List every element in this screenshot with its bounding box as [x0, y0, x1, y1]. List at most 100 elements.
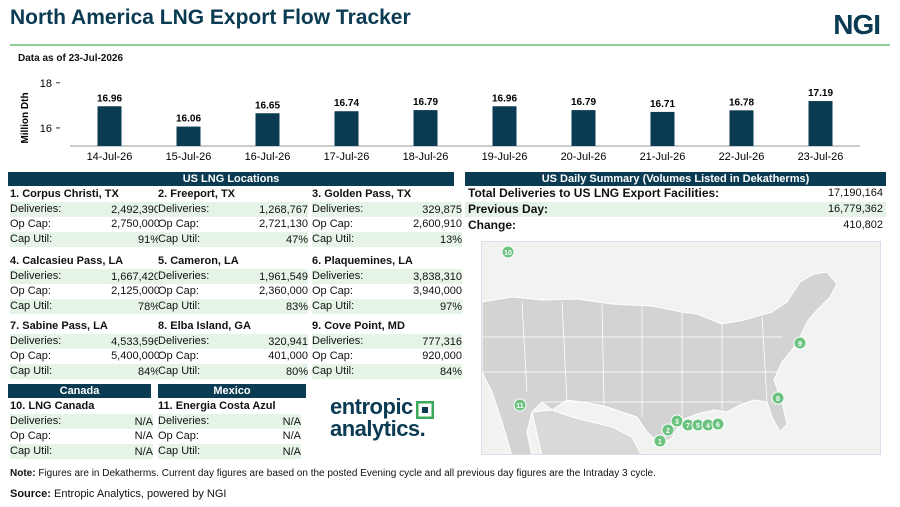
row-label: Deliveries: [10, 415, 62, 427]
op-cap-row: Op Cap: 920,000 [312, 349, 462, 364]
map-marker-label: 5 [696, 423, 700, 430]
map-marker: 9 [793, 336, 807, 350]
row-value: N/A [134, 416, 153, 428]
row-label: Op Cap: [312, 350, 353, 362]
op-cap-row: Op Cap: 3,940,000 [312, 284, 462, 299]
map-land [482, 271, 838, 454]
row-value: 83% [285, 301, 308, 313]
location-name: 7. Sabine Pass, LA [10, 320, 108, 332]
location-name: 1. Corpus Christi, TX [10, 188, 119, 200]
x-tick-label: 15-Jul-26 [166, 151, 212, 163]
map-marker: 5 [691, 418, 705, 432]
ngi-logo: NGI [833, 9, 881, 40]
deliveries-row: Deliveries: 3,838,310 [312, 269, 462, 284]
location-name: 9. Cove Point, MD [312, 320, 405, 332]
bar [334, 111, 359, 146]
row-label: Deliveries: [312, 335, 364, 347]
row-label: Cap Util: [10, 233, 53, 245]
x-tick-label: 23-Jul-26 [798, 151, 844, 163]
bar [571, 110, 596, 146]
map-marker-label: 2 [666, 428, 670, 435]
row-value: N/A [134, 430, 153, 442]
row-value: N/A [282, 430, 301, 442]
row-label: Deliveries: [158, 335, 210, 347]
row-label: Op Cap: [312, 285, 353, 297]
location-card: 9. Cove Point, MD Deliveries: 777,316 Op Ca… [312, 318, 462, 379]
row-value: 47% [285, 234, 308, 246]
summary-previous-value: 16,779,362 [827, 203, 883, 215]
row-label: Op Cap: [158, 218, 199, 230]
bar [176, 126, 201, 146]
op-cap-row: Op Cap: 2,721,130 [158, 217, 308, 232]
bar-value-label: 16.06 [176, 114, 201, 125]
row-value: 78% [137, 301, 160, 313]
entropic-analytics-logo: entropic analytics. [330, 396, 434, 440]
bar-value-label: 16.96 [492, 93, 517, 104]
row-value: 1,961,549 [259, 271, 308, 283]
canada-header: Canada [8, 384, 151, 398]
row-value: 13% [439, 234, 462, 246]
daily-deliveries-bar-chart: Million Dth 16 18 16.96 14-Jul-26 16.06 15-Ju… [20, 78, 860, 163]
location-card: 10. LNG Canada Deliveries: N/A Op Cap: N/A Ca… [10, 398, 153, 459]
row-label: Deliveries: [10, 203, 62, 215]
y-axis-label: Million Dth [20, 92, 31, 143]
location-name: 11. Energia Costa Azul [158, 400, 276, 412]
map-marker: 10 [501, 245, 515, 259]
map-marker-label: 4 [706, 423, 710, 430]
row-value: 80% [285, 366, 308, 378]
x-tick-label: 22-Jul-26 [719, 151, 765, 163]
row-value: N/A [134, 446, 153, 458]
deliveries-row: Deliveries: 1,667,420 [10, 269, 160, 284]
deliveries-row: Deliveries: N/A [158, 414, 301, 429]
row-label: Op Cap: [312, 218, 353, 230]
row-label: Cap Util: [10, 365, 53, 377]
bar [97, 106, 122, 146]
x-tick-label: 19-Jul-26 [482, 151, 528, 163]
y-tick-label: 18 [40, 78, 52, 90]
row-label: Cap Util: [312, 300, 355, 312]
summary-previous-row: Previous Day: 16,779,362 [465, 202, 886, 217]
row-value: 920,000 [422, 350, 462, 362]
row-value: 777,316 [422, 336, 462, 348]
deliveries-row: Deliveries: N/A [10, 414, 153, 429]
row-value: 3,940,000 [413, 285, 462, 297]
row-label: Op Cap: [10, 285, 51, 297]
bar-value-label: 16.78 [729, 97, 754, 108]
bar-value-label: 16.96 [97, 93, 122, 104]
op-cap-row: Op Cap: 2,360,000 [158, 284, 308, 299]
mexico-header: Mexico [158, 384, 306, 398]
row-label: Deliveries: [312, 270, 364, 282]
map-marker-label: 6 [716, 422, 720, 429]
row-label: Deliveries: [10, 270, 62, 282]
op-cap-row: Op Cap: 2,600,910 [312, 217, 462, 232]
map-marker-label: 8 [776, 396, 780, 403]
bar [413, 110, 438, 146]
op-cap-row: Op Cap: N/A [158, 429, 301, 444]
deliveries-row: Deliveries: 1,268,767 [158, 202, 308, 217]
row-value: 84% [137, 366, 160, 378]
location-card: 3. Golden Pass, TX Deliveries: 329,875 Op C… [312, 186, 462, 247]
deliveries-row: Deliveries: 4,533,596 [10, 334, 160, 349]
location-card: 6. Plaquemines, LA Deliveries: 3,838,310 Op… [312, 253, 462, 314]
cap-util-row: Cap Util: 47% [158, 232, 308, 247]
map-marker: 11 [513, 398, 527, 412]
row-label: Op Cap: [10, 430, 51, 442]
map-marker: 6 [711, 417, 725, 431]
bar [650, 111, 675, 146]
map-marker: 8 [771, 391, 785, 405]
bar [808, 101, 833, 146]
row-label: Deliveries: [158, 203, 210, 215]
row-label: Cap Util: [312, 365, 355, 377]
location-name: 5. Cameron, LA [158, 255, 239, 267]
row-label: Cap Util: [10, 300, 53, 312]
map-mexico [531, 409, 642, 454]
us-locations-header: US LNG Locations [8, 172, 454, 186]
row-label: Deliveries: [312, 203, 364, 215]
cap-util-row: Cap Util: 78% [10, 299, 160, 314]
row-value: 84% [439, 366, 462, 378]
summary-change-label: Change: [468, 218, 516, 232]
deliveries-row: Deliveries: 1,961,549 [158, 269, 308, 284]
map-marker-label: 3 [675, 419, 679, 426]
row-label: Op Cap: [10, 350, 51, 362]
